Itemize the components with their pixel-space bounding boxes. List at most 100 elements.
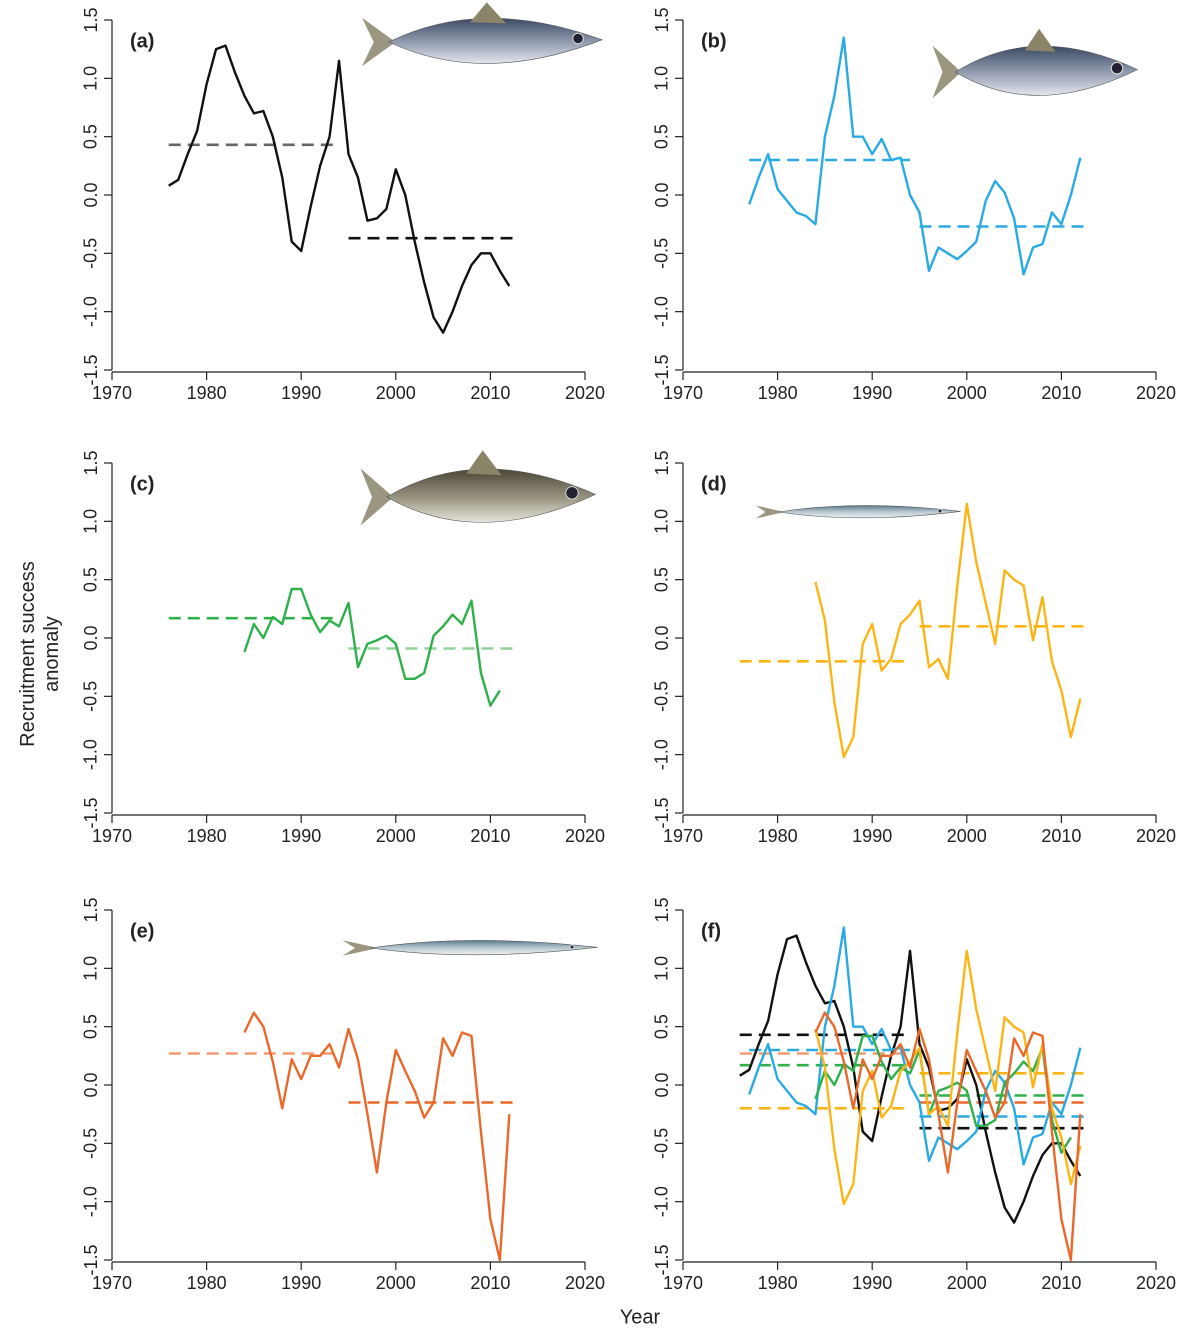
y-tick-label: -0.5 [81, 681, 101, 712]
y-tick-label: -0.5 [652, 1128, 672, 1159]
x-tick-label: 1970 [92, 826, 132, 846]
series-line [740, 936, 1081, 1223]
y-tick-label: 0.0 [652, 182, 672, 207]
fish-eye [570, 945, 574, 949]
x-tick-label: 2010 [470, 383, 510, 403]
x-tick-label: 2020 [1136, 383, 1176, 403]
y-tick-label: 1.5 [652, 7, 672, 32]
figure: Year -1.5 -1.0 -0.5 0.0 0.5 1.0 1.5 1970 1980 199… [0, 0, 1202, 1333]
x-tick-label: 2010 [1041, 826, 1081, 846]
fish-eye [1111, 62, 1123, 74]
y-tick-label: -1.5 [652, 354, 672, 385]
y-tick-label: -1.5 [81, 354, 101, 385]
y-tick-label: -0.5 [652, 681, 672, 712]
panel-label: (e) [130, 920, 154, 942]
y-tick-label: -1.0 [652, 1186, 672, 1217]
x-axis-label: Year [620, 1306, 661, 1328]
x-tick-label: 1980 [187, 1273, 227, 1293]
y-tick-label: -1.0 [652, 296, 672, 327]
y-tick-label: 0.5 [81, 1014, 101, 1039]
panel-label: (d) [701, 473, 727, 495]
y-tick-label: -1.5 [81, 797, 101, 828]
fish-eye [566, 487, 578, 499]
y-tick-label: 0.5 [81, 567, 101, 592]
panel-label: (b) [701, 30, 727, 52]
y-tick-label: 1.5 [652, 897, 672, 922]
y-tick-label: 1.0 [652, 509, 672, 534]
y-axis-label: Recruitment success anomaly [16, 534, 64, 774]
x-tick-label: 1980 [187, 383, 227, 403]
x-tick-label: 2020 [565, 826, 605, 846]
y-tick-label: -0.5 [652, 238, 672, 269]
x-tick-label: 2000 [376, 826, 416, 846]
y-tick-label: 1.0 [81, 509, 101, 534]
y-tick-label: 0.5 [81, 124, 101, 149]
chart: Year -1.5 -1.0 -0.5 0.0 0.5 1.0 1.5 1970 1980 199… [0, 0, 1202, 1333]
y-tick-label: -1.0 [81, 739, 101, 770]
x-tick-label: 2010 [1041, 383, 1081, 403]
y-tick-label: 0.0 [652, 1072, 672, 1097]
y-tick-label: 0.5 [652, 567, 672, 592]
y-tick-label: 1.0 [652, 956, 672, 981]
series-line [815, 504, 1080, 757]
x-tick-label: 2000 [376, 383, 416, 403]
series-line [244, 1013, 509, 1260]
x-tick-label: 2000 [947, 826, 987, 846]
x-tick-label: 1970 [92, 383, 132, 403]
panel-label: (c) [130, 473, 154, 495]
fish-body [371, 940, 597, 954]
fish-eye [938, 509, 942, 513]
x-tick-label: 2020 [565, 383, 605, 403]
y-tick-label: -1.5 [652, 1244, 672, 1275]
y-tick-label: 0.0 [652, 625, 672, 650]
y-tick-label: -1.0 [81, 1186, 101, 1217]
x-tick-label: 1970 [663, 826, 703, 846]
x-tick-label: 2010 [1041, 1273, 1081, 1293]
fish-eye [573, 33, 584, 44]
x-tick-label: 1980 [187, 826, 227, 846]
x-tick-label: 1990 [852, 383, 892, 403]
x-tick-label: 2020 [565, 1273, 605, 1293]
x-tick-label: 1990 [852, 826, 892, 846]
x-tick-label: 2020 [1136, 826, 1176, 846]
y-tick-label: 1.0 [652, 66, 672, 91]
x-tick-label: 2000 [947, 383, 987, 403]
y-tick-label: -1.0 [81, 296, 101, 327]
y-tick-label: -1.0 [652, 739, 672, 770]
y-tick-label: -1.5 [81, 1244, 101, 1275]
y-tick-label: 0.0 [81, 182, 101, 207]
x-tick-label: 1980 [758, 826, 798, 846]
y-tick-label: 1.0 [81, 956, 101, 981]
y-tick-label: -0.5 [81, 238, 101, 269]
panel-label: (f) [701, 920, 721, 942]
y-tick-label: 0.5 [652, 1014, 672, 1039]
series-line [169, 46, 510, 333]
fish-body [389, 18, 602, 63]
y-tick-label: 1.5 [652, 450, 672, 475]
x-tick-label: 2010 [470, 826, 510, 846]
y-tick-label: -0.5 [81, 1128, 101, 1159]
y-tick-label: 1.5 [81, 7, 101, 32]
y-tick-label: 1.5 [81, 897, 101, 922]
y-tick-label: 0.0 [81, 1072, 101, 1097]
fish-fin [466, 450, 501, 475]
fish-body [387, 469, 596, 522]
x-tick-label: 1970 [92, 1273, 132, 1293]
y-tick-label: 0.5 [652, 124, 672, 149]
panel: -1.5 -1.0 -0.5 0.0 0.5 1.0 1.5 1970 1980 1990 2000… [652, 450, 1176, 845]
x-tick-label: 2010 [470, 1273, 510, 1293]
x-tick-label: 2000 [376, 1273, 416, 1293]
x-tick-label: 1970 [663, 1273, 703, 1293]
y-tick-label: 1.5 [81, 450, 101, 475]
panel: -1.5-1.0-0.50.00.51.01.51970198019902000… [652, 7, 1176, 402]
x-tick-label: 1990 [281, 383, 321, 403]
x-tick-label: 1980 [758, 1273, 798, 1293]
y-tick-label: -1.5 [652, 797, 672, 828]
y-tick-label: 0.0 [81, 625, 101, 650]
x-tick-label: 2000 [947, 1273, 987, 1293]
panel-label: (a) [130, 30, 154, 52]
